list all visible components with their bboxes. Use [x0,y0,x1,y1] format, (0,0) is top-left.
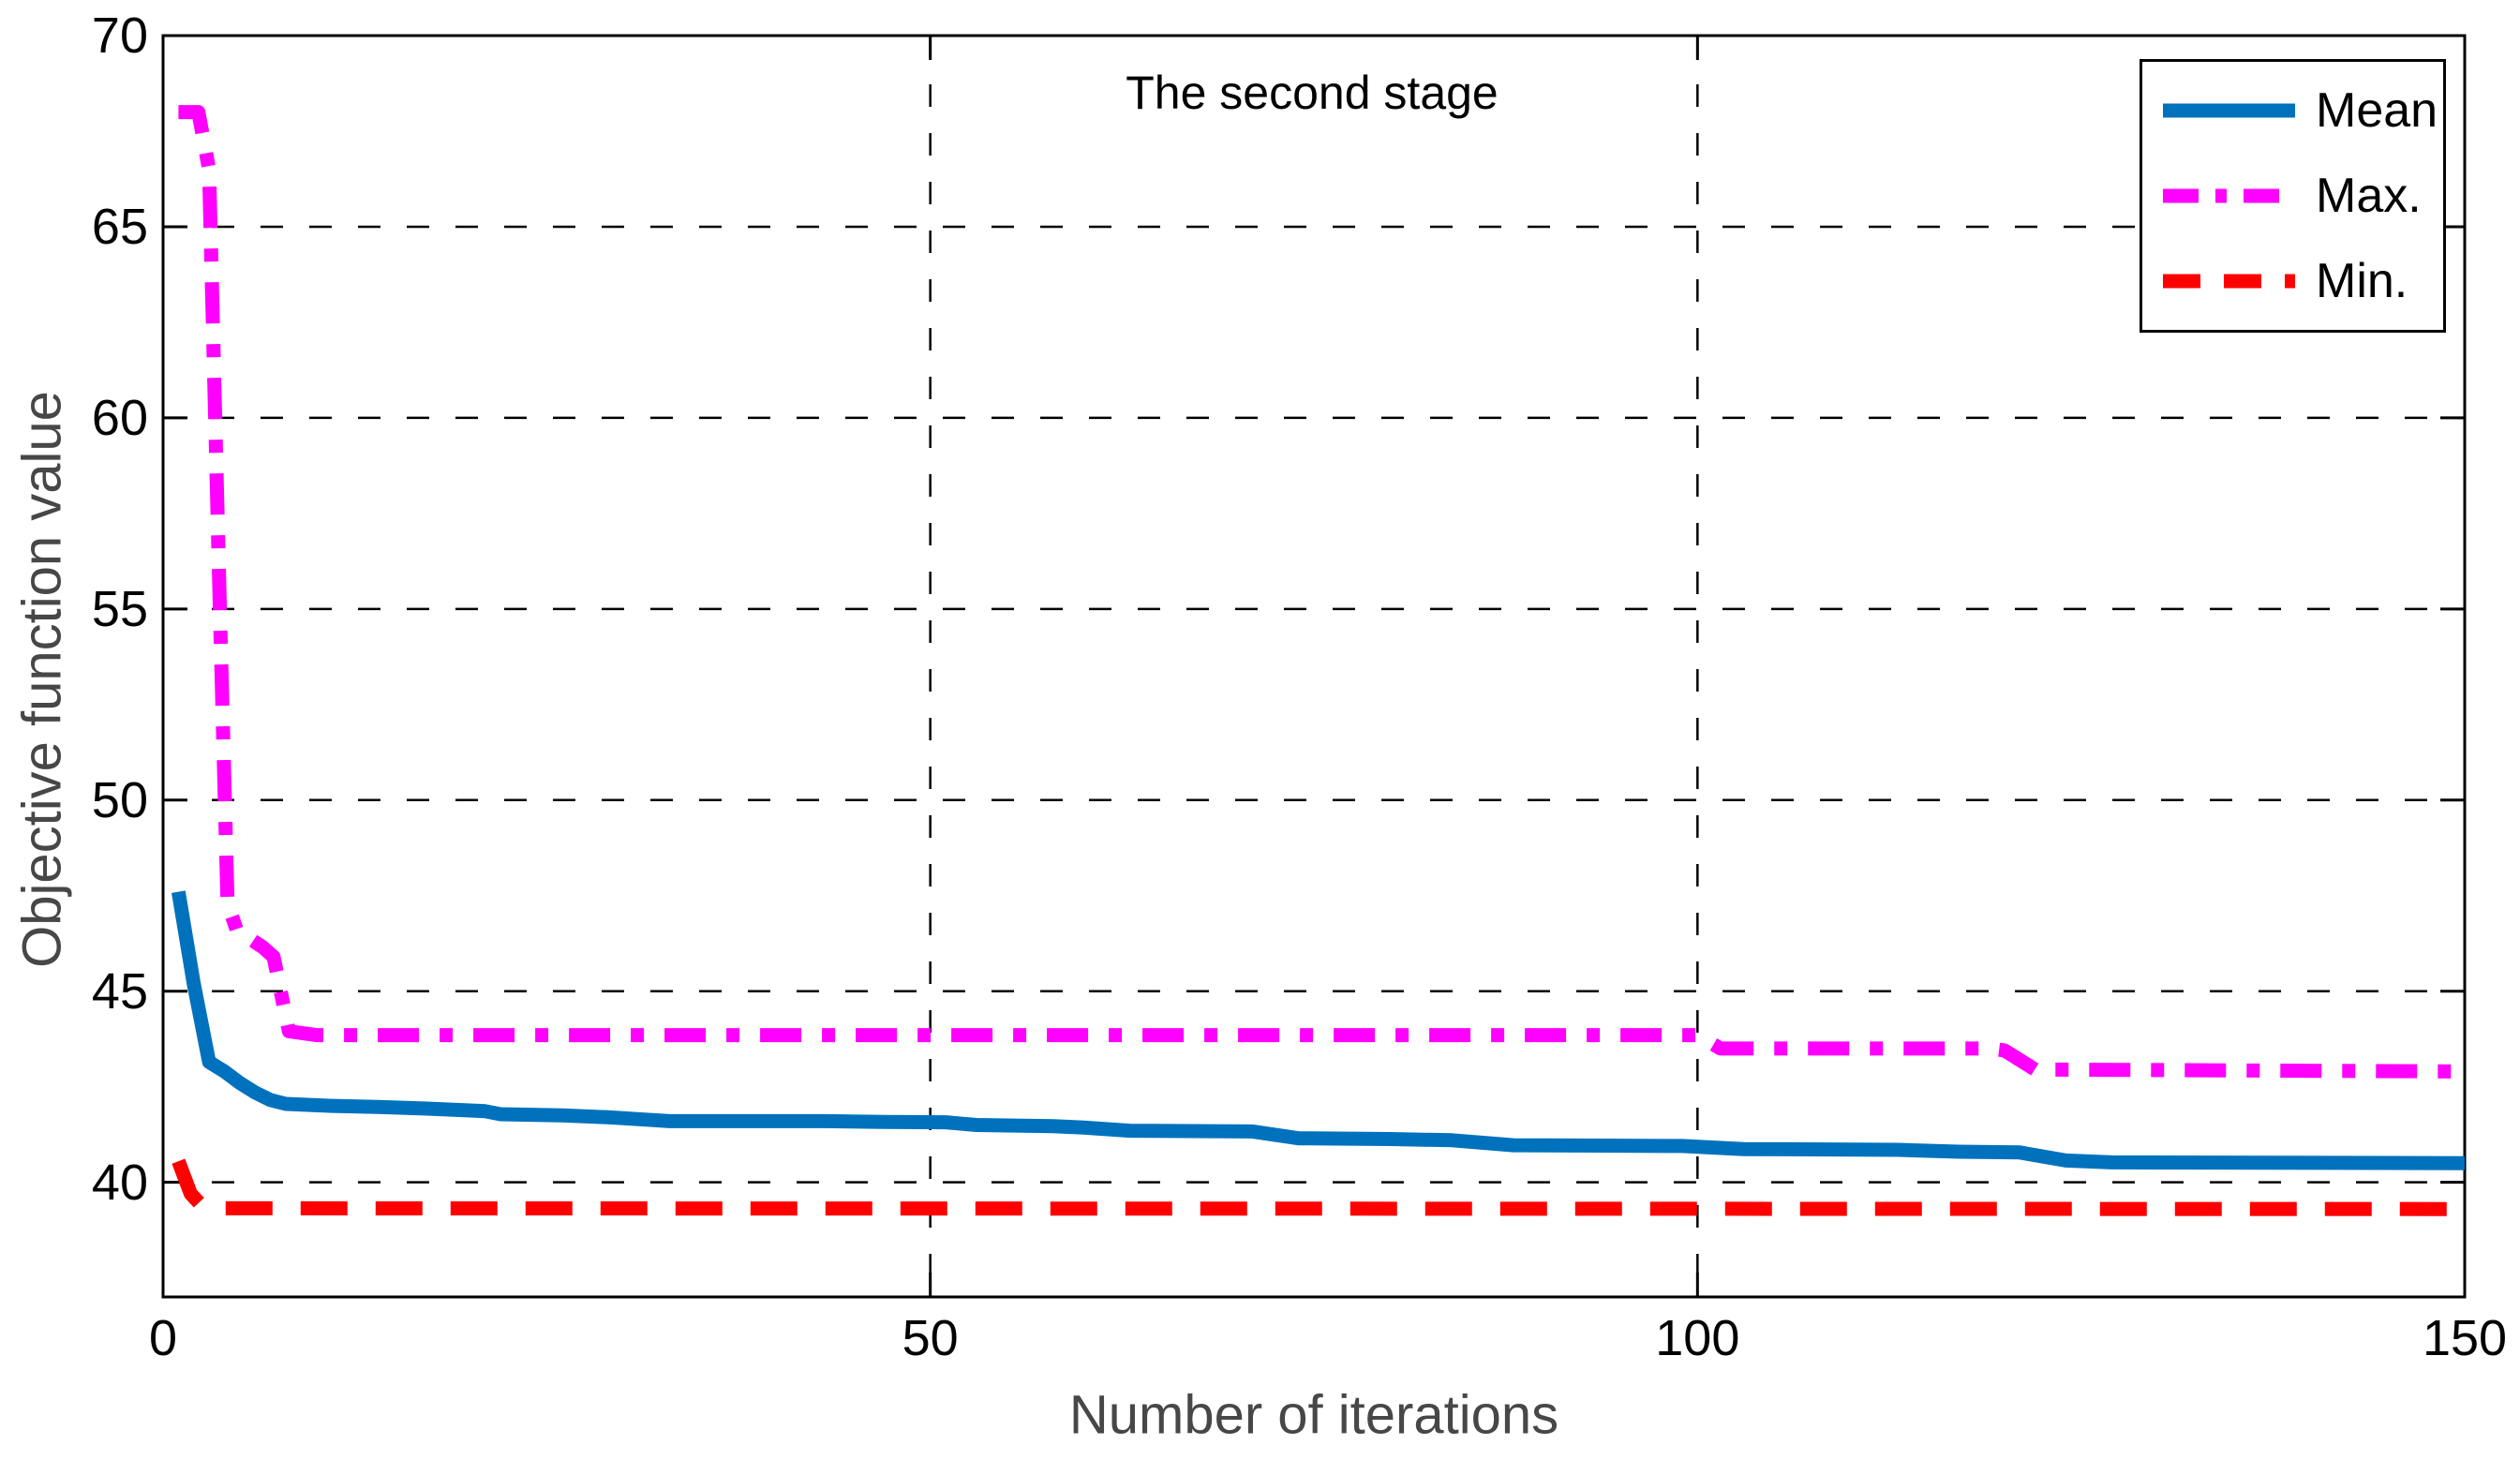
y-tick-label: 70 [91,7,148,64]
x-tick-label: 150 [2422,1310,2508,1366]
y-tick-label: 40 [91,1154,148,1211]
y-tick-label: 60 [91,389,148,446]
x-tick-label: 50 [902,1310,959,1366]
series-line-max [178,105,2466,1079]
x-tick-label: 100 [1655,1310,1740,1366]
y-axis-label: Objective function value [11,391,73,968]
legend-label-mean: Mean [2316,82,2438,138]
y-tick-label: 55 [91,580,148,637]
y-tick-label: 65 [91,198,148,255]
legend-line-sample-max [2163,188,2295,203]
legend-line-sample-mean [2163,103,2295,118]
legend-label-min: Min. [2316,254,2408,309]
series-line-min [171,1158,2466,1216]
x-tick-label: 0 [148,1310,178,1366]
series-line-mean [171,890,2466,1170]
y-tick-label: 50 [91,771,148,828]
legend-item-max: Max. [2161,168,2443,224]
legend: Mean Max. Min. [2140,59,2446,333]
legend-line-sample-min [2163,274,2295,289]
legend-item-mean: Mean [2161,82,2443,139]
legend-item-min: Min. [2161,253,2443,309]
y-tick-label: 45 [91,962,148,1020]
x-axis-label: Number of iterations [1068,1384,1559,1446]
chart-title: The second stage [1126,67,1499,119]
legend-label-max: Max. [2316,168,2422,223]
axis-box [161,34,2467,1299]
